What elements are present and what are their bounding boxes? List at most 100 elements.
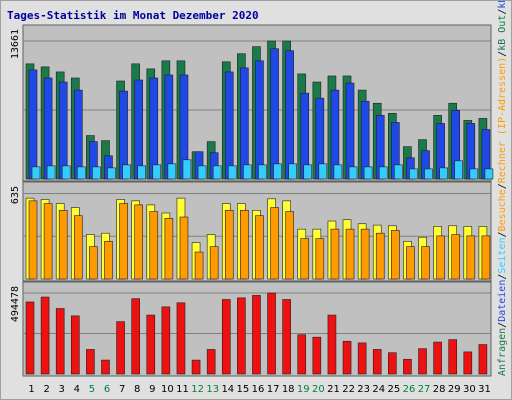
day-label: 14	[221, 384, 234, 395]
bar-top-s2-day-22	[348, 166, 358, 180]
day-label: 24	[372, 384, 385, 395]
bar-middle-s1-day-15	[240, 209, 249, 280]
chart-panels: 13661 635 494478	[10, 24, 494, 377]
day-label: 7	[119, 384, 125, 395]
day-label: 9	[149, 384, 155, 395]
bar-bottom-s0-day-2	[40, 296, 50, 375]
day-label: 17	[267, 384, 280, 395]
bar-bottom-s0-day-14	[221, 299, 231, 375]
bar-middle-s1-day-24	[375, 232, 385, 280]
bar-top-s1-day-8	[134, 79, 143, 180]
day-label: 23	[357, 384, 370, 395]
bar-top-s2-day-30	[469, 168, 479, 180]
bar-bottom-s0-day-6	[101, 359, 110, 375]
vertical-legend: Anfragen/Dateien/Seiten/Besuche/Rechner …	[497, 1, 508, 376]
bar-bottom-s0-day-1	[25, 301, 35, 375]
day-label: 27	[418, 384, 431, 395]
bar-middle-s1-day-19	[300, 238, 310, 280]
legend-segment: Dateien	[497, 280, 508, 322]
bar-bottom-s0-day-11	[176, 302, 186, 375]
bar-middle-s1-day-30	[466, 235, 476, 280]
bar-top-s2-day-20	[318, 163, 328, 180]
bar-bottom-s0-day-21	[327, 314, 337, 375]
bar-bottom-s0-day-13	[206, 349, 216, 375]
bar-bottom-s0-day-29	[448, 339, 458, 375]
bar-bottom-s0-day-8	[131, 298, 140, 375]
bar-bottom-s0-day-16	[252, 295, 261, 375]
bar-bottom-s0-day-24	[372, 349, 382, 375]
day-label: 10	[161, 384, 174, 395]
bar-bottom-s0-day-23	[357, 342, 367, 375]
x-axis-day-labels: 1 2 3 4 5 6 7 8 9 10 11 12 13 14 15 16 17 18 19 20 21 22 23 24 2…	[28, 384, 490, 395]
day-label: 13	[206, 384, 219, 395]
bar-bottom-s0-day-30	[463, 351, 473, 375]
bar-top-s2-day-25	[394, 164, 403, 180]
bar-bottom-s0-day-20	[312, 336, 322, 375]
bar-bottom-s0-day-4	[70, 315, 80, 375]
day-label: 30	[463, 384, 476, 395]
legend-segment: /	[497, 9, 508, 15]
bar-top-s1-day-17	[270, 48, 279, 180]
bar-middle-s1-day-2	[43, 203, 53, 280]
bar-top-s2-day-1	[31, 166, 41, 180]
day-label: 18	[282, 384, 295, 395]
bar-bottom-s0-day-5	[86, 349, 95, 375]
day-label: 19	[297, 384, 310, 395]
day-label: 20	[312, 384, 325, 395]
bar-top-s2-day-28	[439, 167, 448, 180]
bar-top-s2-day-8	[137, 165, 146, 180]
bar-top-s1-day-18	[285, 50, 294, 180]
bar-top-s1-day-14	[224, 71, 234, 180]
legend-segment: /	[497, 322, 508, 328]
bar-top-s2-day-3	[61, 165, 71, 180]
bar-middle-s1-day-28	[436, 235, 445, 280]
bar-bottom-s0-day-12	[191, 359, 201, 375]
bar-bottom-s0-day-9	[146, 314, 156, 375]
y-max-label: 13661	[10, 29, 21, 59]
bar-middle-s1-day-4	[73, 215, 83, 280]
day-label: 21	[327, 384, 340, 395]
legend-segment: /	[497, 274, 508, 280]
bar-middle-s1-day-18	[285, 211, 294, 280]
bar-bottom-s0-day-26	[403, 358, 412, 375]
day-label: 1	[28, 384, 34, 395]
bar-top-s2-day-19	[303, 164, 313, 180]
bar-bottom-s0-day-31	[478, 344, 488, 375]
bar-top-s2-day-27	[424, 168, 433, 180]
bar-top-s2-day-5	[92, 166, 101, 180]
bar-middle-s1-day-7	[119, 203, 128, 280]
day-label: 16	[252, 384, 265, 395]
day-label: 8	[134, 384, 140, 395]
bar-middle-s1-day-29	[451, 234, 461, 280]
bar-top-s2-day-18	[288, 163, 297, 180]
bar-top-s2-day-15	[243, 164, 252, 180]
bar-middle-s1-day-16	[255, 215, 264, 280]
bar-middle-s1-day-5	[89, 246, 98, 280]
bar-bottom-s0-day-15	[237, 297, 246, 375]
bar-bottom-s0-day-25	[388, 352, 397, 375]
bar-bottom-s0-day-19	[297, 334, 307, 375]
day-label: 29	[448, 384, 461, 395]
bar-bottom-s0-day-3	[55, 308, 65, 375]
legend-segment: /	[497, 231, 508, 237]
bar-middle-s1-day-27	[421, 246, 430, 280]
bar-bottom-s0-day-7	[116, 321, 125, 375]
day-label: 22	[342, 384, 355, 395]
bar-top-s2-day-6	[107, 167, 116, 180]
day-label: 26	[403, 384, 416, 395]
bar-bottom-s0-day-22	[342, 340, 352, 375]
bar-middle-s1-day-6	[104, 240, 113, 280]
day-label: 25	[388, 384, 401, 395]
legend-segment: Seiten	[497, 237, 508, 273]
bar-top-s1-day-2	[43, 77, 53, 180]
legend-segment: /	[497, 51, 508, 57]
day-label: 11	[176, 384, 189, 395]
day-label: 31	[478, 384, 491, 395]
bar-middle-s1-day-25	[391, 230, 400, 280]
day-label: 4	[74, 384, 80, 395]
legend-segment: /	[497, 183, 508, 189]
legend-segment: kB In	[497, 1, 508, 9]
bar-bottom-s0-day-10	[161, 306, 171, 375]
bar-top-s2-day-21	[333, 164, 343, 180]
